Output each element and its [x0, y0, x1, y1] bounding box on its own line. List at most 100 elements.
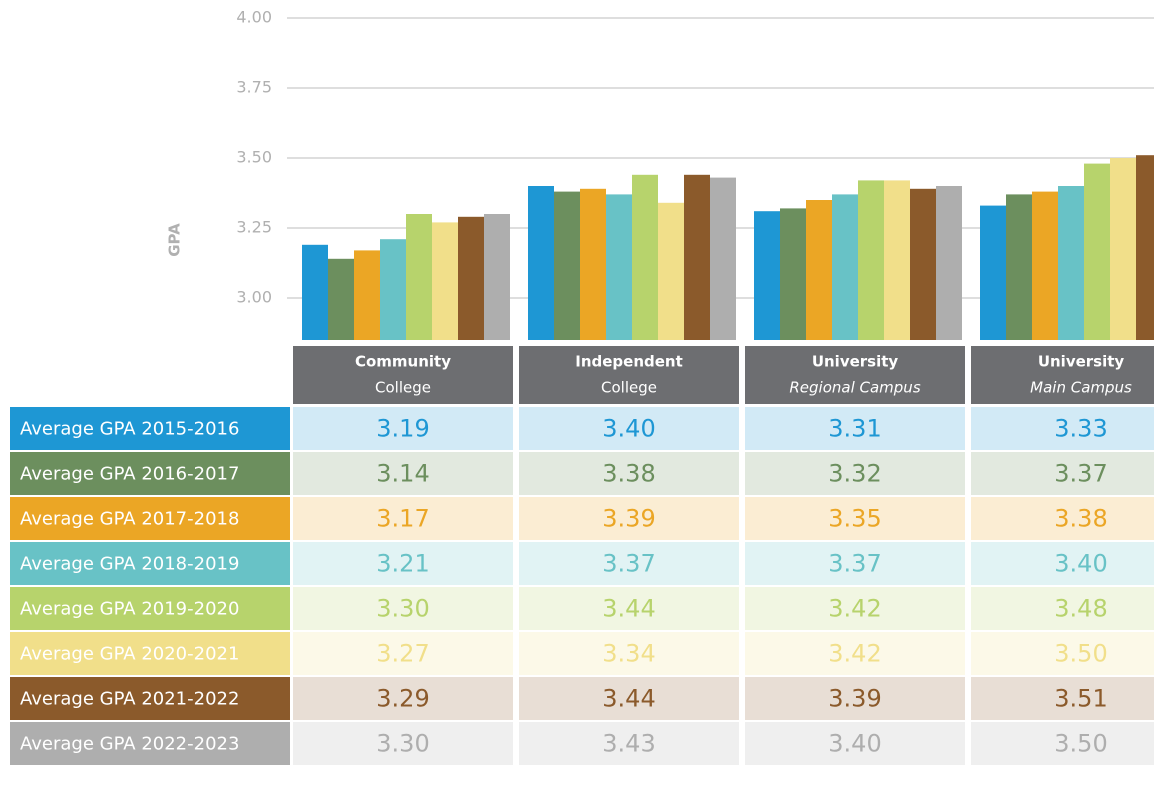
bar [1032, 191, 1058, 340]
category-label: University [812, 353, 899, 371]
cell-bg [745, 542, 965, 585]
value-label: 3.33 [1054, 415, 1107, 443]
bar [580, 188, 606, 340]
value-label: 3.50 [1054, 640, 1107, 668]
cell-bg [971, 722, 1154, 765]
value-label: 3.38 [602, 460, 655, 488]
bar [1110, 158, 1136, 340]
cell-bg [971, 542, 1154, 585]
value-label: 3.14 [376, 460, 429, 488]
cell-bg [519, 497, 739, 540]
cell-bg [293, 632, 513, 675]
value-label: 3.21 [376, 550, 429, 578]
value-label: 3.44 [602, 685, 655, 713]
value-label: 3.40 [1054, 550, 1107, 578]
cell-bg [745, 632, 965, 675]
legend-label: Average GPA 2021-2022 [20, 689, 239, 710]
cell-bg [519, 587, 739, 630]
row-label-bg [10, 497, 290, 540]
value-label: 3.44 [602, 595, 655, 623]
legend-label: Average GPA 2016-2017 [20, 464, 239, 485]
bar [458, 216, 484, 340]
value-label: 3.17 [376, 505, 429, 533]
bar [1136, 155, 1154, 340]
category-sublabel: College [375, 379, 431, 397]
row-label-bg [10, 542, 290, 585]
value-label: 3.19 [376, 415, 429, 443]
cell-bg [293, 497, 513, 540]
legend-label: Average GPA 2022-2023 [20, 734, 239, 755]
bar [684, 174, 710, 340]
category-sublabel: College [601, 379, 657, 397]
value-label: 3.37 [1054, 460, 1107, 488]
bar [528, 186, 554, 340]
cell-bg [293, 452, 513, 495]
category-sublabel: Regional Campus [789, 379, 920, 397]
value-label: 3.43 [602, 730, 655, 758]
column-header [745, 346, 965, 404]
legend-label: Average GPA 2019-2020 [20, 599, 239, 620]
cell-bg [293, 407, 513, 450]
cell-bg [971, 407, 1154, 450]
bar [858, 180, 884, 340]
y-tick-label: 3.50 [236, 148, 272, 167]
value-label: 3.40 [828, 730, 881, 758]
row-label-bg [10, 407, 290, 450]
cell-bg [519, 407, 739, 450]
bar [606, 194, 632, 340]
value-label: 3.27 [376, 640, 429, 668]
value-label: 3.42 [828, 640, 881, 668]
cell-bg [519, 542, 739, 585]
bar [354, 250, 380, 340]
category-label: Independent [575, 353, 683, 371]
cell-bg [293, 542, 513, 585]
bar [780, 208, 806, 340]
value-label: 3.30 [376, 730, 429, 758]
bar [1084, 163, 1110, 340]
value-label: 3.50 [1054, 730, 1107, 758]
bar [980, 205, 1006, 340]
bar [632, 174, 658, 340]
bar [806, 200, 832, 340]
legend-label: Average GPA 2015-2016 [20, 419, 239, 440]
cell-bg [519, 452, 739, 495]
value-label: 3.38 [1054, 505, 1107, 533]
value-label: 3.37 [602, 550, 655, 578]
value-label: 3.29 [376, 685, 429, 713]
bar [406, 214, 432, 340]
bar [658, 202, 684, 340]
category-label: University [1038, 353, 1125, 371]
cell-bg [293, 587, 513, 630]
column-header [519, 346, 739, 404]
value-label: 3.40 [602, 415, 655, 443]
row-label-bg [10, 677, 290, 720]
cell-bg [745, 677, 965, 720]
value-label: 3.34 [602, 640, 655, 668]
bar [432, 222, 458, 340]
legend-label: Average GPA 2018-2019 [20, 554, 239, 575]
legend-label: Average GPA 2020-2021 [20, 644, 239, 665]
cell-bg [971, 452, 1154, 495]
bar [936, 186, 962, 340]
y-tick-label: 3.75 [236, 78, 272, 97]
cell-bg [745, 587, 965, 630]
y-tick-label: 3.00 [236, 288, 272, 307]
value-label: 3.48 [1054, 595, 1107, 623]
cell-bg [519, 632, 739, 675]
y-tick-label: 3.25 [236, 218, 272, 237]
cell-bg [519, 677, 739, 720]
value-label: 3.42 [828, 595, 881, 623]
category-label: Community [355, 353, 451, 371]
cell-bg [293, 722, 513, 765]
bar [832, 194, 858, 340]
row-label-bg [10, 632, 290, 675]
column-header [293, 346, 513, 404]
bar [328, 258, 354, 340]
bar [884, 180, 910, 340]
column-header [971, 346, 1154, 404]
value-label: 3.39 [828, 685, 881, 713]
bar [302, 244, 328, 340]
value-label: 3.31 [828, 415, 881, 443]
cell-bg [293, 677, 513, 720]
cell-bg [971, 587, 1154, 630]
